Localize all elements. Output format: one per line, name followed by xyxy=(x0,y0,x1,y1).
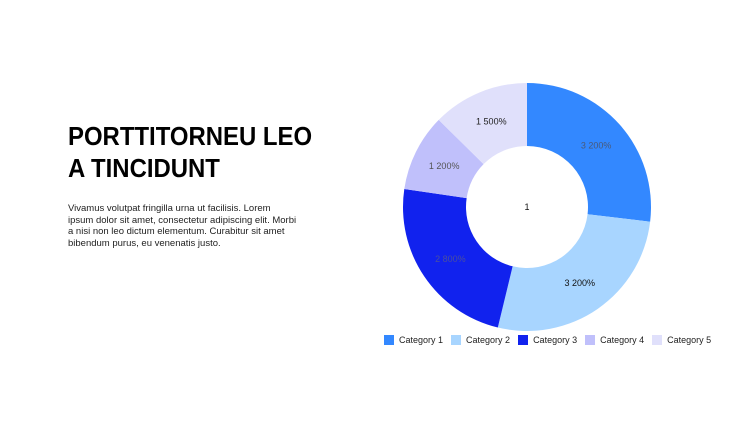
legend-swatch xyxy=(451,335,462,345)
donut-slice-1 xyxy=(527,83,651,222)
legend-item-2: Category 2 xyxy=(451,335,510,345)
legend-item-3: Category 3 xyxy=(518,335,577,345)
donut-slice-5 xyxy=(438,83,527,165)
legend-swatch xyxy=(652,335,663,345)
data-label-1: 3 200% xyxy=(581,141,612,151)
legend-swatch xyxy=(384,335,394,345)
chart-legend: Category 1 Category 2 Category 3 Category 4… xyxy=(384,335,711,345)
data-label-5: 1 500% xyxy=(476,117,507,127)
donut-slice-3 xyxy=(403,189,513,328)
data-label-4: 1 200% xyxy=(429,161,460,171)
data-label-3: 2 800% xyxy=(435,254,466,264)
legend-label: Category 4 xyxy=(600,335,645,345)
donut-slice-4 xyxy=(404,119,484,199)
legend-label: Category 3 xyxy=(533,335,578,345)
slide-body-text: Vivamus volutpat fringilla urna ut facil… xyxy=(68,203,297,249)
legend-item-1: Category 1 xyxy=(384,335,443,345)
legend-label: Category 2 xyxy=(466,335,511,345)
legend-swatch xyxy=(518,335,529,345)
legend-item-5: Category 5 xyxy=(652,335,711,345)
legend-item-4: Category 4 xyxy=(585,335,644,345)
data-label-2: 3 200% xyxy=(565,278,596,288)
legend-label: Category 5 xyxy=(667,335,712,345)
legend-swatch xyxy=(585,335,596,345)
slide-title: PORTTITORNEU LEO A TINCIDUNT xyxy=(68,121,313,183)
donut-slice-2 xyxy=(497,214,651,332)
legend-label: Category 1 xyxy=(399,335,444,345)
center-label: 1 xyxy=(524,202,529,212)
